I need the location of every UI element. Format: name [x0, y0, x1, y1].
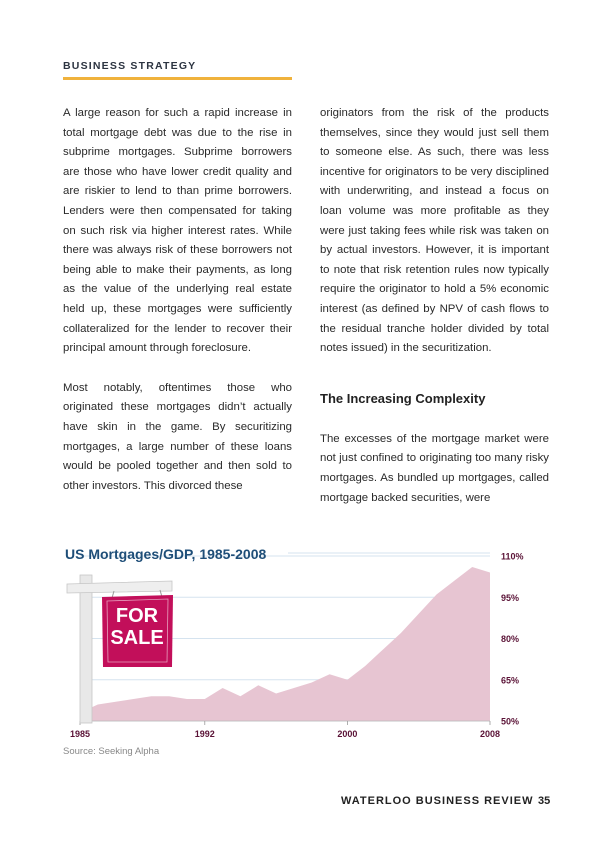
- right-column: originators from the risk of the product…: [320, 104, 549, 508]
- sign-board: [102, 595, 173, 667]
- sign-text-sale: SALE: [110, 627, 163, 649]
- sign-board-inner: [106, 598, 169, 663]
- for-sale-sign-illustration: FOR SALE: [66, 574, 173, 724]
- chart-title: US Mortgages/GDP, 1985-2008: [65, 546, 267, 562]
- x-tick-label: 1985: [70, 729, 90, 739]
- chart-source: Source: Seeking Alpha: [63, 746, 160, 757]
- area-series: [80, 567, 490, 721]
- y-tick-label: 80%: [501, 634, 519, 644]
- right-paragraph-2: The excesses of the mortgage market were…: [320, 432, 549, 504]
- x-tick-label: 2000: [337, 729, 357, 739]
- footer-publication: WATERLOO BUSINESS REVIEW: [341, 795, 534, 807]
- y-tick-label: 110%: [501, 552, 524, 562]
- right-paragraph-1: originators from the risk of the product…: [320, 107, 549, 355]
- left-column: A large reason for such a rapid increase…: [63, 104, 292, 496]
- page-number: 35: [538, 795, 551, 807]
- y-tick-label: 50%: [501, 717, 519, 727]
- mortgage-gdp-chart: 110% 95% 80% 65% 50% 1985 1992 2000 2008 FOR SA…: [66, 552, 524, 739]
- left-paragraph-1: A large reason for such a rapid increase…: [63, 107, 292, 355]
- section-rule: [63, 77, 292, 80]
- x-tick-label: 1992: [195, 729, 215, 739]
- y-tick-label: 95%: [501, 593, 519, 603]
- left-paragraph-2: Most notably, oftentimes those who origi…: [63, 381, 292, 492]
- x-tick-label: 2008: [480, 729, 500, 739]
- section-label: BUSINESS STRATEGY: [63, 60, 197, 72]
- subheading: The Increasing Complexity: [320, 390, 486, 406]
- sign-post: [79, 574, 93, 724]
- sign-text-for: FOR: [116, 605, 159, 627]
- sign-arm: [66, 580, 173, 594]
- y-tick-label: 65%: [501, 675, 519, 685]
